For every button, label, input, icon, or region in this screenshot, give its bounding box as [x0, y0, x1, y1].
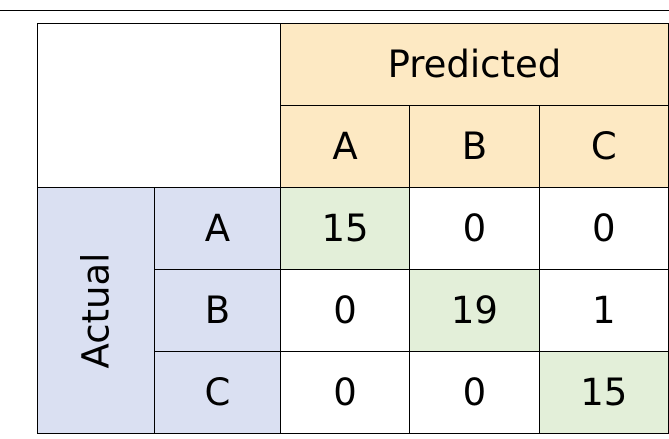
row-label-c: C — [153, 351, 281, 434]
cell-b-a: 0 — [279, 269, 411, 352]
row-b: B 0 19 1 — [38, 269, 669, 352]
header-row-labels: A B C — [38, 105, 669, 188]
actual-header: Actual — [74, 252, 118, 369]
predicted-header: Predicted — [279, 23, 669, 106]
row-label-b: B — [153, 269, 281, 352]
col-label-a: A — [279, 105, 411, 188]
cell-b-c: 1 — [538, 269, 669, 352]
cell-c-b: 0 — [409, 351, 540, 434]
col-label-c: C — [538, 105, 669, 188]
top-rule — [0, 10, 669, 11]
cell-a-b: 0 — [409, 187, 540, 270]
cell-c-a: 0 — [279, 351, 411, 434]
row-a: Actual A 15 0 0 — [37, 187, 669, 434]
cell-a-a: 15 — [279, 187, 411, 270]
corner-cell — [37, 23, 281, 188]
row-c: C 0 0 15 — [38, 351, 669, 434]
header-row-group: Predicted — [37, 23, 669, 188]
cell-c-c: 15 — [538, 351, 669, 434]
confusion-matrix: Predicted A B C Actual A 15 0 0 B 0 19 1… — [37, 23, 669, 434]
row-label-a: A — [153, 187, 281, 270]
cell-b-b: 19 — [409, 269, 540, 352]
actual-header-cell: Actual — [37, 187, 155, 434]
col-label-b: B — [409, 105, 540, 188]
cell-a-c: 0 — [538, 187, 669, 270]
